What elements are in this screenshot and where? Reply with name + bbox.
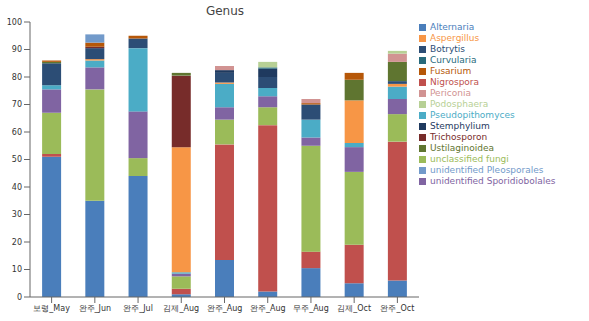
svg-text:김제_Oct: 김제_Oct (337, 304, 371, 313)
svg-text:0: 0 (17, 293, 22, 302)
svg-text:완주_Aug: 완주_Aug (207, 304, 243, 313)
svg-text:20: 20 (12, 238, 22, 247)
svg-text:무주_Aug: 무주_Aug (293, 304, 329, 313)
svg-text:60: 60 (12, 128, 22, 137)
html-text:Fusarium: Fusarium (430, 66, 472, 76)
svg-text:보령_May: 보령_May (33, 304, 70, 313)
html-text:Trichosporon: Trichosporon (430, 132, 488, 142)
svg-text:40: 40 (12, 183, 22, 192)
html-text:Periconia: Periconia (430, 88, 471, 98)
html-text:Nigrospora: Nigrospora (430, 77, 480, 87)
html-text:Alternaria: Alternaria (430, 22, 475, 32)
svg-text:30: 30 (12, 210, 22, 219)
svg-text:완주_Oct: 완주_Oct (380, 304, 414, 313)
html-text:unidentified Pleosporales: unidentified Pleosporales (430, 165, 544, 175)
svg-text:80: 80 (12, 73, 22, 82)
svg-text:100: 100 (8, 18, 22, 27)
html-text:unidentified Sporidiobolales: unidentified Sporidiobolales (430, 176, 556, 186)
html-text:Stemphylium: Stemphylium (430, 121, 490, 131)
html-text:Ustilaginoidea: Ustilaginoidea (430, 143, 494, 153)
html-text:Botrytis: Botrytis (430, 44, 465, 54)
svg-text:김제_Aug: 김제_Aug (163, 304, 199, 313)
html-text:Podosphaera: Podosphaera (430, 99, 489, 109)
svg-text:90: 90 (12, 45, 22, 54)
html-text:Genus: Genus (205, 4, 245, 18)
svg-text:완주_Jul: 완주_Jul (123, 304, 153, 313)
html-text:Curvularia: Curvularia (430, 55, 477, 65)
html-text:unclassified fungi: unclassified fungi (430, 154, 509, 164)
svg-text:50: 50 (12, 155, 22, 164)
svg-text:완주_Aug: 완주_Aug (250, 304, 286, 313)
svg-text:완주_Jun: 완주_Jun (79, 304, 112, 313)
html-text:Pseudopithomyces: Pseudopithomyces (430, 110, 515, 120)
svg-text:10: 10 (12, 265, 22, 274)
svg-text:70: 70 (12, 100, 22, 109)
html-text:Aspergillus: Aspergillus (430, 33, 480, 43)
